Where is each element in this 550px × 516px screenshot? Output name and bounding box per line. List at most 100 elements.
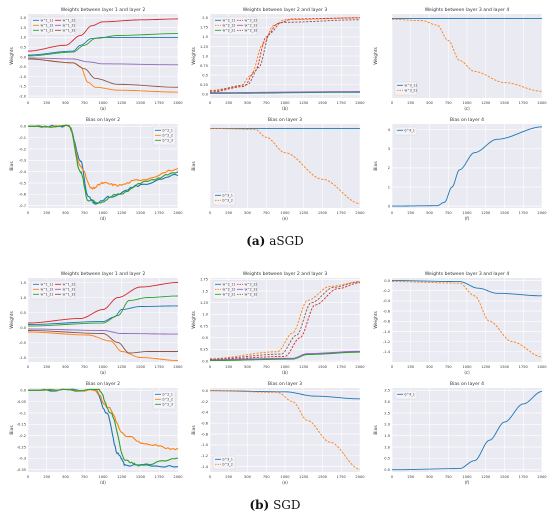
series-line-b6-0 <box>391 390 543 471</box>
y-tick-label-b2: 0.25 <box>200 348 208 352</box>
x-tick-label-b5: 2000 <box>355 475 365 479</box>
x-tick-label-a4: 2000 <box>173 211 183 215</box>
y-tick-label-b6: 1.5 <box>384 434 390 438</box>
x-tick-label-b4: 1750 <box>155 475 165 479</box>
x-tick-label-b3: 250 <box>407 365 415 369</box>
x-tick-label-b4: 0 <box>27 475 30 479</box>
y-tick-label-b2: 1.75 <box>200 278 208 282</box>
chart-title-a2: Weights between layer 2 and layer 3 <box>243 7 328 13</box>
caption-b-letter: (b) <box>249 498 270 512</box>
series-line-b1-4 <box>27 328 179 335</box>
y-tick-label-b3: -1.4 <box>383 350 391 354</box>
y-tick-label-a2: 1.25 <box>200 45 208 49</box>
caption-a-text: aSGD <box>269 234 304 248</box>
x-tick-label-a3: 500 <box>426 101 434 105</box>
x-tick-label-b1: 2000 <box>173 365 183 369</box>
series-line-a5-1 <box>209 127 361 205</box>
y-axis-label-b6: Bias <box>373 425 379 435</box>
x-axis-label-b6: (f) <box>465 480 470 485</box>
legend-label-a1-3: w^1_22 <box>63 19 76 23</box>
chart-title-b4: Bias on layer 2 <box>86 381 120 387</box>
legend-label-a1-0: w^1_11 <box>41 19 54 23</box>
x-tick-label-b4: 500 <box>62 475 70 479</box>
x-tick-label-b6: 1750 <box>519 475 529 479</box>
y-axis-label-b4: Bias <box>9 425 15 435</box>
x-tick-label-a6: 1000 <box>462 211 472 215</box>
y-tick-label-b4: 0.0 <box>20 389 26 393</box>
x-tick-label-b3: 1000 <box>462 365 472 369</box>
legend-label-a3-1: w^3_21 <box>405 89 418 93</box>
y-axis-label-a1: Weights <box>9 47 15 65</box>
x-tick-label-a6: 0 <box>391 211 394 215</box>
x-tick-label-a2: 250 <box>225 101 233 105</box>
legend-box-b6 <box>394 390 418 400</box>
x-tick-label-b1: 1750 <box>155 365 165 369</box>
y-tick-label-a6: 3 <box>388 147 390 151</box>
series-line-b3-1 <box>391 281 543 358</box>
x-tick-label-a4: 1500 <box>136 211 146 215</box>
x-tick-label-b6: 1250 <box>481 475 491 479</box>
x-tick-label-b5: 250 <box>225 475 233 479</box>
x-tick-label-a3: 1750 <box>519 101 529 105</box>
y-tick-label-a2: 0.25 <box>200 83 208 87</box>
x-tick-label-b4: 1000 <box>98 475 108 479</box>
y-tick-label-b6: 1.0 <box>384 445 390 449</box>
x-tick-label-a4: 1250 <box>117 211 127 215</box>
legend-box-b1 <box>30 280 76 300</box>
y-axis-label-b2: Weights <box>191 311 197 329</box>
series-line-b1-2 <box>27 295 179 327</box>
legend-label-a4-0: b^2_1 <box>163 129 173 133</box>
series-line-b1-3 <box>27 282 179 324</box>
x-tick-label-a3: 1000 <box>462 101 472 105</box>
legend-label-b2-2: w^2_21 <box>223 293 236 297</box>
legend-label-b2-1: w^2_12 <box>223 288 236 292</box>
x-tick-label-b2: 2000 <box>355 365 365 369</box>
x-tick-label-a1: 2000 <box>173 101 183 105</box>
y-axis-label-b1: Weights <box>9 311 15 329</box>
x-tick-label-a2: 1750 <box>337 101 347 105</box>
y-axis-label-b3: Weights <box>373 311 379 329</box>
x-tick-label-a3: 1250 <box>481 101 491 105</box>
y-tick-label-a6: 1 <box>388 185 390 189</box>
y-tick-label-b1: -0.5 <box>19 341 26 345</box>
legend-label-a1-2: w^1_21 <box>41 29 54 33</box>
y-axis-label-a6: Bias <box>373 161 379 171</box>
x-tick-label-b3: 750 <box>445 365 453 369</box>
legend-label-b2-0: w^2_11 <box>223 283 236 287</box>
y-tick-label-b2: 0.0 <box>202 359 208 363</box>
legend-label-b4-2: b^2_3 <box>163 403 173 407</box>
series-line-b4-2 <box>28 388 179 467</box>
legend-box-b2 <box>212 280 258 300</box>
x-tick-label-a6: 500 <box>426 211 434 215</box>
y-tick-label-a2: 0.5 <box>202 73 208 77</box>
chart-title-b6: Bias on layer 4 <box>450 381 484 387</box>
legend-label-a2-1: w^2_12 <box>223 24 236 28</box>
x-tick-label-a2: 1250 <box>299 101 309 105</box>
x-tick-label-a1: 0 <box>27 101 30 105</box>
y-tick-label-a2: 2.0 <box>202 16 208 20</box>
series-line-b1-1 <box>27 331 179 361</box>
y-tick-label-b1: 1.0 <box>20 296 26 300</box>
series-line-a2-3 <box>209 17 361 93</box>
y-tick-label-b1: 1.5 <box>20 281 26 285</box>
legend-label-a3-0: w^3_11 <box>405 84 418 88</box>
y-tick-label-a2: 0.75 <box>200 64 208 68</box>
x-tick-label-b5: 1250 <box>299 475 309 479</box>
y-tick-label-a4: -0.5 <box>19 181 26 185</box>
x-tick-label-b4: 2000 <box>173 475 183 479</box>
x-tick-label-b6: 1000 <box>462 475 472 479</box>
chart-title-a3: Weights between layer 3 and layer 4 <box>425 7 510 13</box>
x-tick-label-a2: 2000 <box>355 101 365 105</box>
legend-label-a4-1: b^2_2 <box>163 134 173 138</box>
x-tick-label-b1: 1500 <box>136 365 146 369</box>
chart-title-a1: Weights between layer 1 and layer 2 <box>61 7 146 13</box>
y-tick-label-a4: -0.1 <box>19 136 26 140</box>
x-axis-label-a1: (a) <box>100 106 106 111</box>
x-tick-label-b1: 1000 <box>98 365 108 369</box>
x-tick-label-b2: 500 <box>244 365 252 369</box>
x-tick-label-b5: 1500 <box>318 475 328 479</box>
x-tick-label-a3: 250 <box>407 101 415 105</box>
series-line-a1-4 <box>27 57 179 66</box>
y-tick-label-b3: 0.0 <box>384 279 390 283</box>
y-tick-label-b6: 0.0 <box>384 468 390 472</box>
